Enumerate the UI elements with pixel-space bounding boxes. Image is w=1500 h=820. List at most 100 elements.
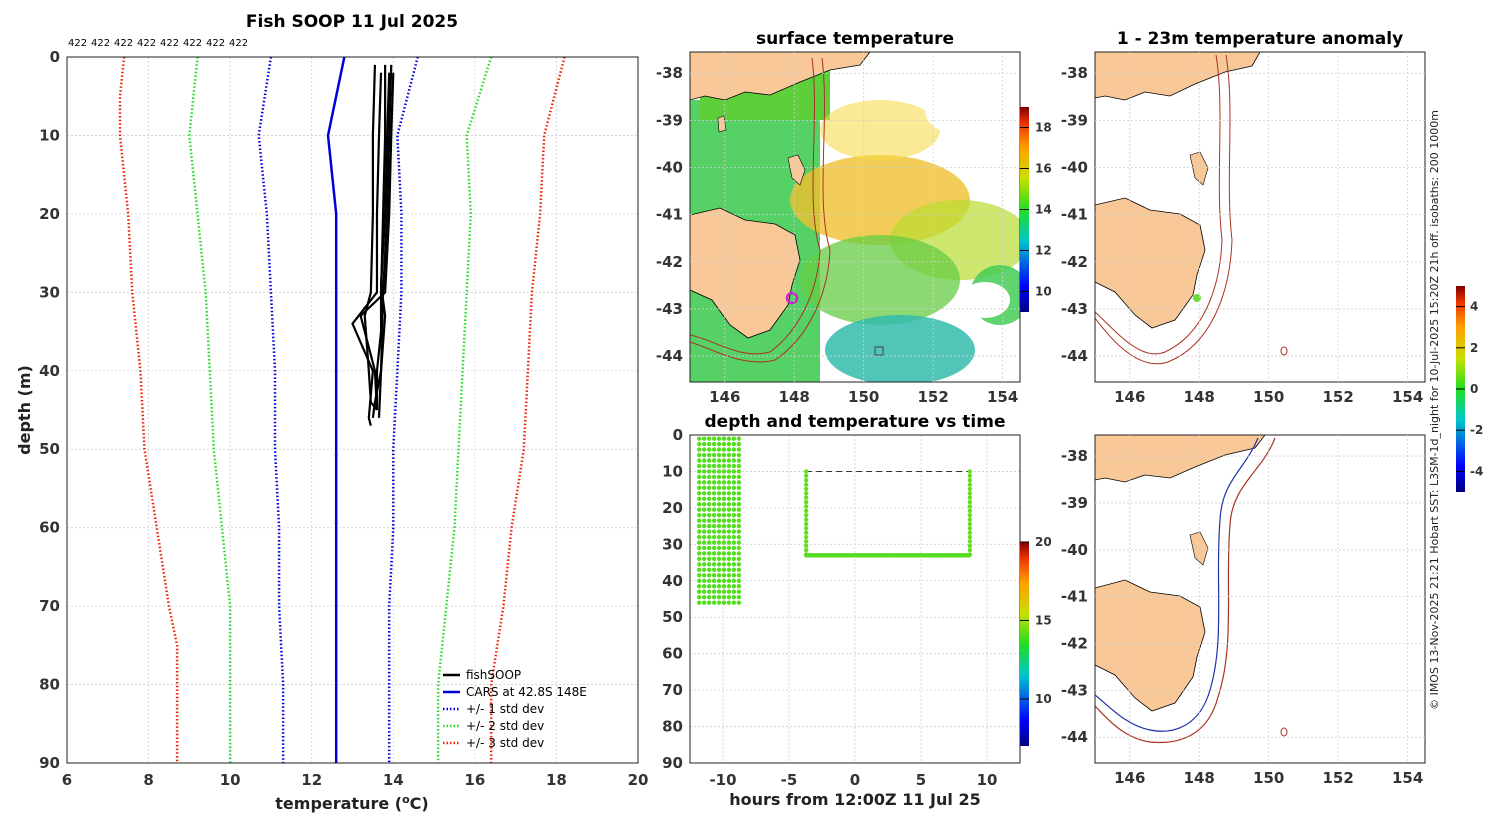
timeseries-point <box>716 507 722 512</box>
timeseries-point <box>736 567 742 573</box>
timeseries-point <box>731 556 737 562</box>
timeseries-point <box>736 589 742 594</box>
timeseries-point <box>967 539 973 544</box>
timeseries-point <box>731 600 737 605</box>
timeseries-point <box>701 584 707 589</box>
timeseries-point <box>721 502 727 507</box>
timeseries-point <box>706 447 712 452</box>
timeseries-point <box>721 567 727 573</box>
sst-field <box>690 52 1020 382</box>
anomaly-top-lon-label: 148 <box>1184 388 1215 406</box>
timeseries-point <box>701 523 707 529</box>
timeseries-point <box>701 567 707 573</box>
legend-3std: +/- 3 std dev <box>466 736 544 750</box>
timeseries-point <box>701 441 707 447</box>
timeseries-colorbar-label: 20 <box>1035 535 1052 549</box>
timeseries-point <box>736 573 742 578</box>
timeseries-point <box>706 573 712 578</box>
timeseries-point <box>726 545 732 551</box>
profile-line-cars-mean <box>326 56 346 763</box>
timeseries-point <box>731 474 737 480</box>
timeseries-point <box>726 463 732 469</box>
timeseries-point <box>731 447 737 452</box>
timeseries-point <box>711 469 717 474</box>
timeseries-point <box>967 477 973 483</box>
profile-count-label: 422 <box>183 38 202 49</box>
timeseries-point <box>697 507 702 512</box>
timeseries-point <box>711 534 717 540</box>
timeseries-point <box>701 469 707 474</box>
profile-count-label: 422 <box>114 38 133 49</box>
anomaly-colorbar-ticks: -4 -2 0 2 4 <box>1456 300 1483 478</box>
timeseries-point <box>711 436 717 441</box>
timeseries-point <box>697 518 702 523</box>
profile-count-label: 422 <box>229 38 248 49</box>
timeseries-point <box>706 452 712 458</box>
sst-lat-label: -42 <box>656 253 683 271</box>
anomaly-top-axes: 146 148 150 152 154 -38 -39 -40 -41 -42 -43 -44 <box>1061 52 1425 406</box>
timeseries-point <box>726 584 732 589</box>
timeseries-point <box>731 518 737 523</box>
timeseries-point <box>736 441 742 447</box>
timeseries-point <box>803 512 809 518</box>
timeseries-point <box>716 512 722 518</box>
profile-ytick-label: 30 <box>39 283 60 301</box>
timeseries-xtick-label: 0 <box>850 771 860 789</box>
profile-ytick-label: 40 <box>39 362 60 380</box>
profile-ytick-label: 10 <box>39 126 60 144</box>
timeseries-point <box>701 518 707 523</box>
sst-isobath-200 <box>690 57 821 355</box>
anomaly-bottom-isobath-200 <box>1095 437 1259 732</box>
timeseries-point <box>706 523 712 529</box>
timeseries-point <box>697 573 702 578</box>
timeseries-point <box>697 523 702 529</box>
sst-colorbar-label: 12 <box>1035 244 1052 258</box>
sst-lat-label: -41 <box>656 206 683 224</box>
timeseries-point <box>736 452 742 458</box>
timeseries-point <box>721 463 727 469</box>
timeseries-point <box>736 556 742 562</box>
timeseries-point <box>731 594 737 600</box>
timeseries-point <box>721 562 727 567</box>
anomaly-top-land <box>1095 52 1288 365</box>
anomaly-colorbar-label: -4 <box>1470 464 1483 478</box>
timeseries-point <box>697 545 702 551</box>
profile-xtick-label: 20 <box>628 771 649 789</box>
timeseries-point <box>803 534 809 540</box>
timeseries-panel: depth and temperature vs time -10 -5 0 5 10 0… <box>662 412 1052 809</box>
timeseries-point <box>726 441 732 447</box>
timeseries-point <box>967 508 973 514</box>
sst-cloud-1 <box>925 85 995 135</box>
timeseries-point <box>716 545 722 551</box>
timeseries-point <box>731 480 737 485</box>
timeseries-xtick-label: -5 <box>781 771 798 789</box>
timeseries-point <box>721 573 727 578</box>
timeseries-point <box>697 529 702 534</box>
timeseries-point <box>706 551 712 556</box>
timeseries-point <box>731 562 737 567</box>
timeseries-point <box>736 436 742 441</box>
anomaly-map-bottom: 146 148 150 152 154 -38 -39 -40 -41 -42 -43 -44 <box>1061 434 1426 787</box>
timeseries-point <box>731 534 737 540</box>
timeseries-point <box>731 436 737 441</box>
anomaly-top-seamount <box>1280 346 1288 356</box>
timeseries-point <box>706 469 712 474</box>
timeseries-point <box>721 512 727 518</box>
timeseries-point <box>701 540 707 545</box>
timeseries-point <box>697 458 702 463</box>
timeseries-point <box>721 529 727 534</box>
timeseries-point <box>721 491 727 496</box>
timeseries-point <box>721 545 727 551</box>
timeseries-point <box>721 594 727 600</box>
timeseries-point <box>701 507 707 512</box>
timeseries-point <box>726 512 732 518</box>
timeseries-point <box>721 458 727 463</box>
timeseries-point <box>721 584 727 589</box>
timeseries-ytick-label: 60 <box>662 645 683 663</box>
timeseries-point <box>711 502 717 507</box>
timeseries-point <box>967 491 973 496</box>
timeseries-point <box>706 589 712 594</box>
timeseries-point <box>711 545 717 551</box>
anomaly-top-lon-label: 154 <box>1392 388 1423 406</box>
